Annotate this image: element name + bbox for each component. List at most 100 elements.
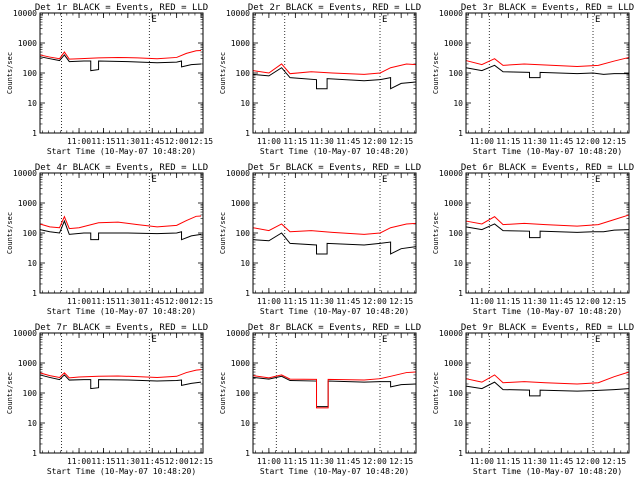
x-axis-label: Start Time (10-May-07 10:48:20) [473,467,622,476]
event-marker-label: E [382,335,387,345]
y-axis-label: Counts/sec [432,372,440,414]
chart-title: Det 8r BLACK = Events, RED = LLD [248,323,421,333]
event-marker-label: E [595,175,600,185]
x-tick-label: 11:15 [496,137,520,146]
x-tick-label: 12:00 [165,457,189,466]
y-tick-label: 10 [27,419,37,428]
x-tick-label: 12:15 [602,457,626,466]
x-tick-label: 11:00 [67,297,91,306]
chart-panel-1: Det 1r BLACK = Events, RED = LLD Counts/s… [6,3,213,156]
y-tick-label: 100 [23,69,38,78]
x-tick-label: 11:00 [470,137,494,146]
y-tick-label: 10000 [439,169,463,178]
x-tick-label: 12:00 [363,297,387,306]
x-tick-label: 12:00 [165,137,189,146]
series-line-events [252,67,417,90]
x-tick-label: 12:00 [576,297,600,306]
chart-title: Det 1r BLACK = Events, RED = LLD [35,3,208,13]
x-tick-label: 11:00 [470,457,494,466]
y-tick-label: 1 [32,129,37,138]
x-tick-label: 12:00 [363,457,387,466]
event-marker-label: E [382,15,387,25]
x-tick-label: 11:15 [91,137,115,146]
series-line-lld [465,56,630,67]
series-line-lld [39,369,202,379]
y-tick-label: 1 [32,289,37,298]
series-line-lld [252,371,417,409]
x-tick-label: 11:15 [283,137,307,146]
event-marker-label: E [151,175,156,185]
y-tick-label: 10000 [439,329,463,338]
y-tick-label: 10 [240,419,250,428]
series-line-events [39,219,202,241]
y-tick-label: 10 [27,259,37,268]
x-tick-label: 11:30 [523,457,547,466]
plot-frame [465,332,630,454]
y-tick-label: 1 [458,449,463,458]
x-tick-label: 11:15 [496,457,520,466]
event-marker-label: E [151,15,156,25]
plot-frame [252,332,417,454]
y-tick-label: 10 [240,259,250,268]
y-tick-label: 100 [449,229,464,238]
x-tick-label: 11:45 [336,297,360,306]
chart-panel-5: Det 5r BLACK = Events, RED = LLD Counts/s… [219,163,421,316]
y-tick-label: 10000 [226,169,250,178]
y-tick-label: 10000 [226,329,250,338]
x-tick-label: 11:45 [549,457,573,466]
y-tick-label: 1000 [231,359,250,368]
plot-frame [465,12,630,134]
x-tick-label: 11:15 [283,457,307,466]
y-tick-label: 1 [32,449,37,458]
chart-title: Det 7r BLACK = Events, RED = LLD [35,323,208,333]
series-line-events [465,64,629,79]
series-line-events [465,223,630,239]
x-tick-label: 12:15 [602,137,626,146]
x-tick-label: 11:15 [91,297,115,306]
plot-frame [39,172,204,294]
y-tick-label: 1000 [18,199,37,208]
chart-panel-2: Det 2r BLACK = Events, RED = LLD Counts/s… [219,3,421,156]
y-axis-label: Counts/sec [219,212,227,254]
x-tick-label: 12:00 [576,137,600,146]
y-tick-label: 10000 [13,169,37,178]
x-tick-label: 12:15 [189,297,213,306]
series-line-lld [465,371,630,385]
y-tick-label: 10 [453,419,463,428]
chart-title: Det 2r BLACK = Events, RED = LLD [248,3,421,13]
chart-panel-9: Det 9r BLACK = Events, RED = LLD Counts/s… [432,323,634,476]
x-tick-label: 11:30 [310,297,334,306]
chart-title: Det 6r BLACK = Events, RED = LLD [461,163,634,173]
y-tick-label: 10 [453,99,463,108]
plot-frame [39,12,204,134]
y-axis-label: Counts/sec [6,372,14,414]
x-tick-label: 11:45 [549,297,573,306]
x-tick-label: 11:30 [523,137,547,146]
y-tick-label: 1000 [444,199,463,208]
event-marker-label: E [151,335,156,345]
x-tick-label: 11:30 [116,297,140,306]
x-tick-label: 11:00 [67,137,91,146]
y-tick-label: 1000 [444,39,463,48]
x-tick-label: 11:30 [116,137,140,146]
chart-panel-4: Det 4r BLACK = Events, RED = LLD Counts/s… [6,163,213,316]
y-tick-label: 1000 [444,359,463,368]
y-tick-label: 10000 [226,9,250,18]
series-line-lld [39,215,202,230]
x-tick-label: 11:00 [257,297,281,306]
x-tick-label: 12:15 [389,137,413,146]
series-line-lld [39,50,202,60]
x-axis-label: Start Time (10-May-07 10:48:20) [47,147,196,156]
x-tick-label: 11:00 [470,297,494,306]
x-tick-label: 11:45 [140,297,164,306]
x-tick-label: 12:15 [389,457,413,466]
event-marker-label: E [595,335,600,345]
chart-panel-6: Det 6r BLACK = Events, RED = LLD Counts/s… [432,163,634,316]
y-tick-label: 1 [458,129,463,138]
y-tick-label: 10000 [13,329,37,338]
series-line-events [39,374,202,390]
x-tick-label: 11:30 [310,457,334,466]
chart-title: Det 5r BLACK = Events, RED = LLD [248,163,421,173]
y-tick-label: 100 [449,69,464,78]
